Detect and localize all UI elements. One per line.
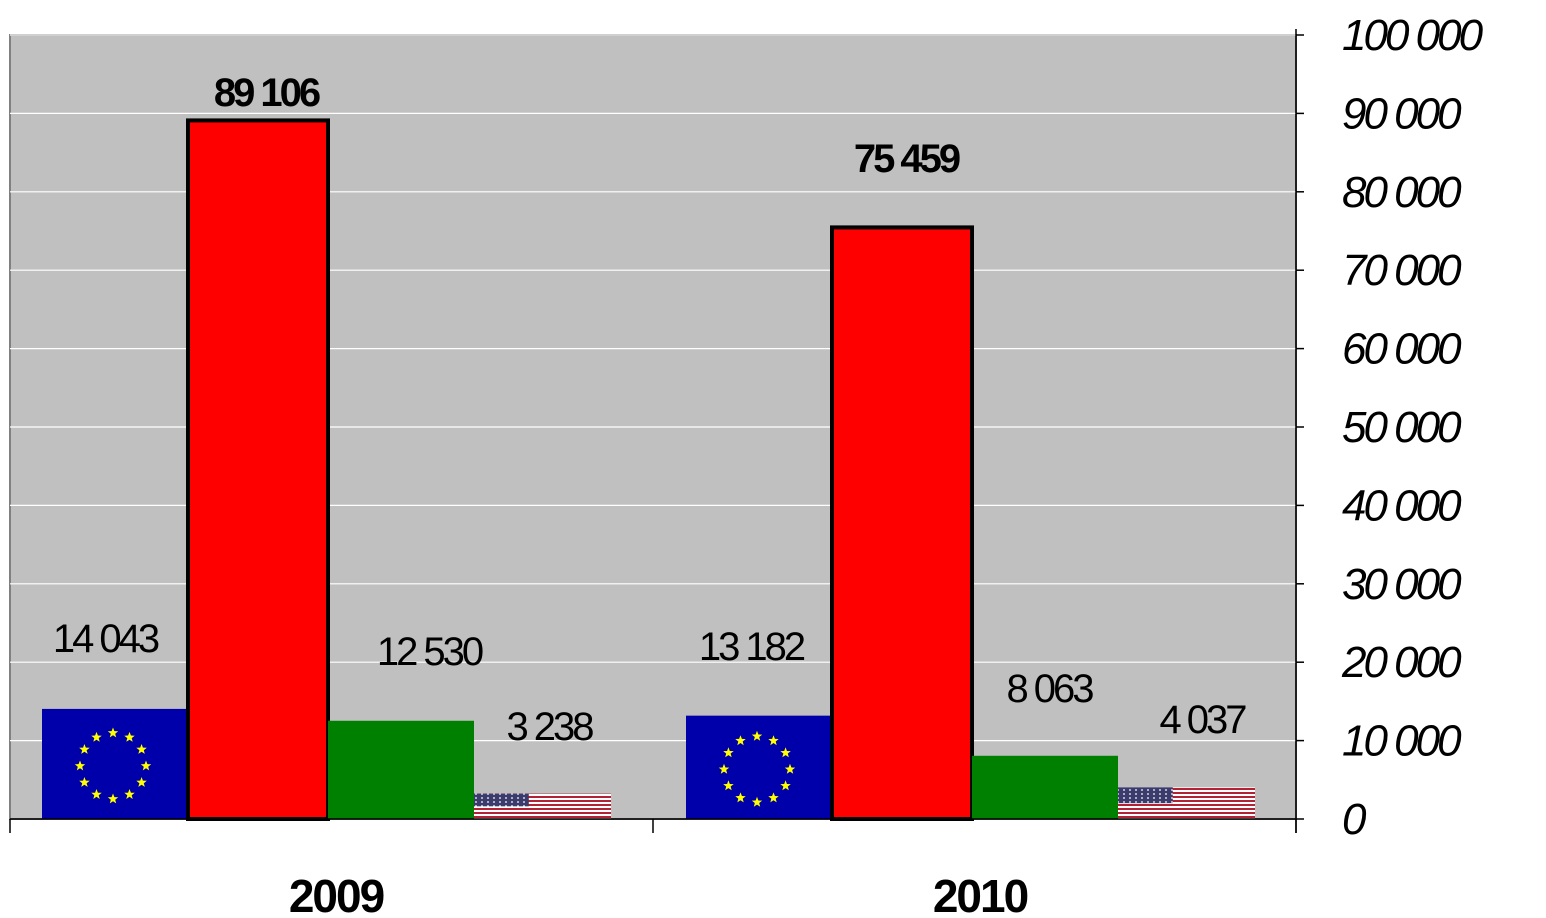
y-tick-label: 80 000 [1342, 168, 1462, 217]
bar-eu-flag-icon-2010 [686, 715, 832, 819]
data-label: 3 238 [506, 705, 593, 749]
bar-eu-flag-icon-2009 [42, 708, 188, 819]
bar-red-bar-2010 [830, 225, 974, 822]
bar-green-bar-2009 [328, 720, 474, 819]
y-tick-label: 10 000 [1342, 717, 1462, 766]
y-tick-label: 90 000 [1342, 89, 1462, 138]
axes: 0 10 000 20 000 30 000 40 000 50 000 60 000 70 … [9, 11, 1487, 918]
y-tick-label: 0 [1342, 795, 1367, 844]
y-tick-label: 50 000 [1342, 403, 1462, 452]
data-label: 4 037 [1159, 698, 1246, 742]
data-label: 13 182 [699, 625, 805, 669]
y-tick-label: 20 000 [1341, 638, 1462, 687]
y-tick-label: 60 000 [1342, 325, 1462, 374]
y-tick-label: 40 000 [1342, 481, 1462, 530]
bar-red-bar-2009 [186, 118, 330, 822]
data-label: 14 043 [53, 617, 159, 661]
x-category-label: 2010 [933, 870, 1028, 918]
y-tick-label: 70 000 [1342, 246, 1462, 295]
eu-stars-icon [74, 727, 152, 804]
bar-us-flag-icon-2009 [474, 793, 611, 819]
y-tick-label: 30 000 [1342, 560, 1462, 609]
bars [42, 118, 1255, 822]
bar-green-bar-2010 [972, 755, 1118, 819]
eu-stars-icon [718, 730, 796, 807]
bar-us-flag-icon-2010 [1118, 787, 1255, 819]
data-label: 12 530 [377, 630, 483, 674]
y-tick-label: 100 000 [1342, 11, 1484, 60]
data-label: 8 063 [1006, 667, 1093, 711]
data-labels: 14 043 13 182 89 106 75 459 12 530 8 063 3 238… [53, 71, 1249, 749]
data-label: 89 106 [214, 71, 320, 115]
x-category-label: 2009 [289, 870, 384, 918]
data-label: 75 459 [854, 137, 960, 181]
